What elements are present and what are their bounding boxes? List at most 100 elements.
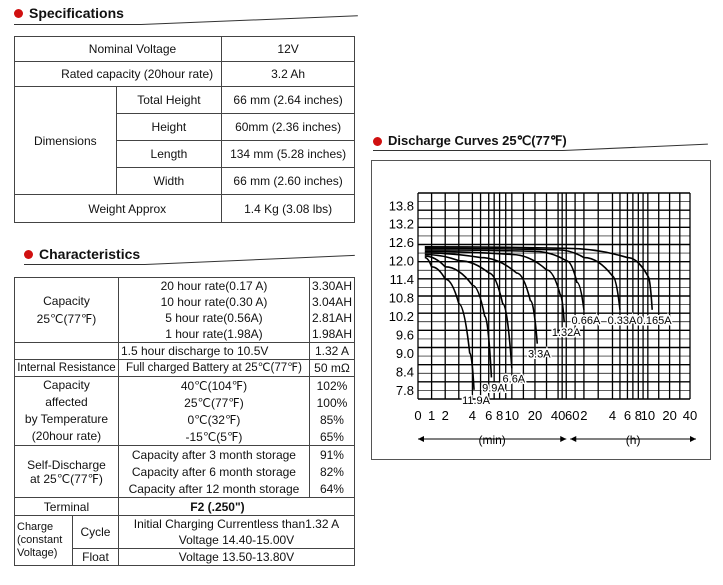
internal-resistance-label: Internal Resistance xyxy=(14,359,119,377)
discharge-curves-heading: Discharge Curves 25℃(77℉) xyxy=(373,133,567,149)
discharge-curve-line xyxy=(424,252,539,344)
charge-label-1: Charge xyxy=(17,521,54,533)
temperature-row-label: -15℃(5℉) xyxy=(117,428,310,446)
rated-capacity-value: 3.2 Ah xyxy=(221,61,355,87)
nominal-voltage-label: Nominal Voltage xyxy=(13,36,223,62)
table-row: Capacity after 12 month storage 64% xyxy=(15,480,356,498)
height-value: 60mm (2.36 inches) xyxy=(221,113,355,141)
self-discharge-temp-label: at 25℃(77℉) xyxy=(30,471,103,486)
table-row: Charge (constant Voltage) Cycle Initial … xyxy=(14,515,356,566)
discharge-curve-line xyxy=(424,253,513,369)
discharge-curve-line xyxy=(424,249,585,310)
table-row: Rated capacity (20hour rate) 3.2 Ah xyxy=(13,61,355,87)
terminal-value: F2 (.250") xyxy=(117,497,356,516)
discharge-curve-line xyxy=(424,256,475,390)
characteristics-title: Characteristics xyxy=(39,246,141,262)
capacity-rate-value: 3.30AH xyxy=(308,277,356,294)
capacity-rate-value: 1.98AH xyxy=(308,326,356,343)
arrow-left-icon xyxy=(570,436,577,442)
self-discharge-row-label: Capacity after 6 month storage xyxy=(117,463,310,480)
dimensions-label: Dimensions xyxy=(14,86,117,195)
discharge-curve-line xyxy=(424,255,493,378)
weight-label: Weight Approx xyxy=(13,194,223,223)
y-tick-label: 10.2 xyxy=(389,309,414,324)
temperature-row-label: 25℃(77℉) xyxy=(117,394,310,411)
bullet-dot-icon xyxy=(373,136,382,146)
arrow-right-icon xyxy=(560,436,567,442)
discharge-spacer xyxy=(14,342,119,360)
curve-current-label: 9.9A xyxy=(482,382,505,394)
float-label: Float xyxy=(71,548,119,566)
x-tick-label-min: 40 xyxy=(551,408,565,423)
table-row: Nominal Voltage 12V xyxy=(13,36,355,62)
table-row: Self-Discharge at 25℃(77℉) Capacity afte… xyxy=(14,445,356,498)
temperature-label-1: Capacity xyxy=(43,378,90,392)
discharge-curve-line xyxy=(424,250,565,323)
self-discharge-row-value: 91% xyxy=(308,445,356,463)
table-row: Dimensions Total Height 66 mm (2.64 inch… xyxy=(14,86,355,195)
table-row: Internal Resistance Full charged Battery… xyxy=(14,359,356,377)
charge-label-2: (constant xyxy=(17,534,63,546)
internal-resistance-value: 50 mΩ xyxy=(308,359,356,377)
x-tick-label-min: 4 xyxy=(469,408,476,423)
temperature-row-value: 85% xyxy=(308,411,356,428)
x-tick-label-min: 1 xyxy=(428,408,435,423)
specifications-heading: Specifications xyxy=(14,5,124,21)
curve-current-label: 1.32A xyxy=(552,327,581,339)
nominal-voltage-value: 12V xyxy=(221,36,355,62)
y-tick-label: 12.0 xyxy=(389,254,414,269)
capacity-rate-label: 5 hour rate(0.56A) xyxy=(117,310,310,326)
capacity-rate-value: 2.81AH xyxy=(308,310,356,326)
arrow-left-icon xyxy=(418,436,424,442)
table-row: Voltage 14.40-15.00V xyxy=(15,532,356,549)
self-discharge-row-label: Capacity after 3 month storage xyxy=(117,445,310,463)
self-discharge-label: Self-Discharge xyxy=(27,457,106,472)
table-row: 10 hour rate(0.30 A) 3.04AH xyxy=(15,294,356,310)
self-discharge-row-value: 82% xyxy=(308,463,356,480)
y-tick-label: 10.8 xyxy=(389,291,414,306)
total-height-label: Total Height xyxy=(115,86,223,114)
characteristics-underline xyxy=(24,264,145,265)
table-row: Length 134 mm (5.28 inches) xyxy=(15,140,355,168)
charge-group-label: Charge (constant Voltage) xyxy=(14,515,73,566)
x-unit-min-label: (min) xyxy=(478,433,505,447)
bullet-dot-icon xyxy=(24,249,33,259)
cycle-line-1: Initial Charging Currentless than1.32 A xyxy=(117,515,356,532)
self-discharge-group-label: Self-Discharge at 25℃(77℉) xyxy=(14,445,119,498)
discharge-curves-underline-tail xyxy=(562,143,708,151)
characteristics-heading: Characteristics xyxy=(24,246,140,262)
capacity-rate-label: 10 hour rate(0.30 A) xyxy=(117,294,310,310)
temperature-row-value: 65% xyxy=(308,428,356,446)
y-tick-label: 8.4 xyxy=(396,364,414,379)
x-tick-label-h: 4 xyxy=(609,408,616,423)
temperature-row-label: 40℃(104℉) xyxy=(117,376,310,394)
curve-current-label: 3.3A xyxy=(528,349,551,361)
specifications-table: Nominal Voltage 12V Rated capacity (20ho… xyxy=(13,36,355,223)
y-tick-label: 13.2 xyxy=(389,217,414,232)
x-unit-h-label: (h) xyxy=(626,433,641,447)
rated-capacity-label: Rated capacity (20hour rate) xyxy=(13,61,223,87)
discharge-label: 1.5 hour discharge to 10.5V xyxy=(117,342,310,360)
curve-current-label: 0.66A xyxy=(572,315,601,327)
self-discharge-row-label: Capacity after 12 month storage xyxy=(117,480,310,498)
width-value: 66 mm (2.60 inches) xyxy=(221,167,355,195)
x-tick-label-h: 40 xyxy=(683,408,697,423)
capacity-group-label: Capacity 25℃(77℉) xyxy=(14,277,119,343)
capacity-temp-label: 25℃(77℉) xyxy=(36,312,97,326)
curve-current-label: 11.9A xyxy=(462,395,491,407)
discharge-curves-title: Discharge Curves 25℃(77℉) xyxy=(388,133,567,148)
table-row: 1.5 hour discharge to 10.5V 1.32 A xyxy=(14,342,356,360)
temperature-label-4: (20hour rate) xyxy=(31,429,102,443)
characteristics-underline-tail xyxy=(144,254,355,265)
x-tick-label-h: 60 xyxy=(565,408,579,423)
x-tick-label-min: 8 xyxy=(496,408,503,423)
table-row: Capacity after 6 month storage 82% xyxy=(15,463,356,480)
specifications-underline xyxy=(14,24,141,25)
temperature-row-label: 0℃(32℉) xyxy=(117,411,310,428)
length-label: Length xyxy=(115,140,223,168)
height-label: Height xyxy=(115,113,223,141)
table-row: 5 hour rate(0.56A) 2.81AH xyxy=(15,310,356,326)
curve-current-label: 6.6A xyxy=(503,373,526,385)
curve-current-label: 0.33A xyxy=(608,315,637,327)
x-tick-label-h: 10 xyxy=(641,408,655,423)
